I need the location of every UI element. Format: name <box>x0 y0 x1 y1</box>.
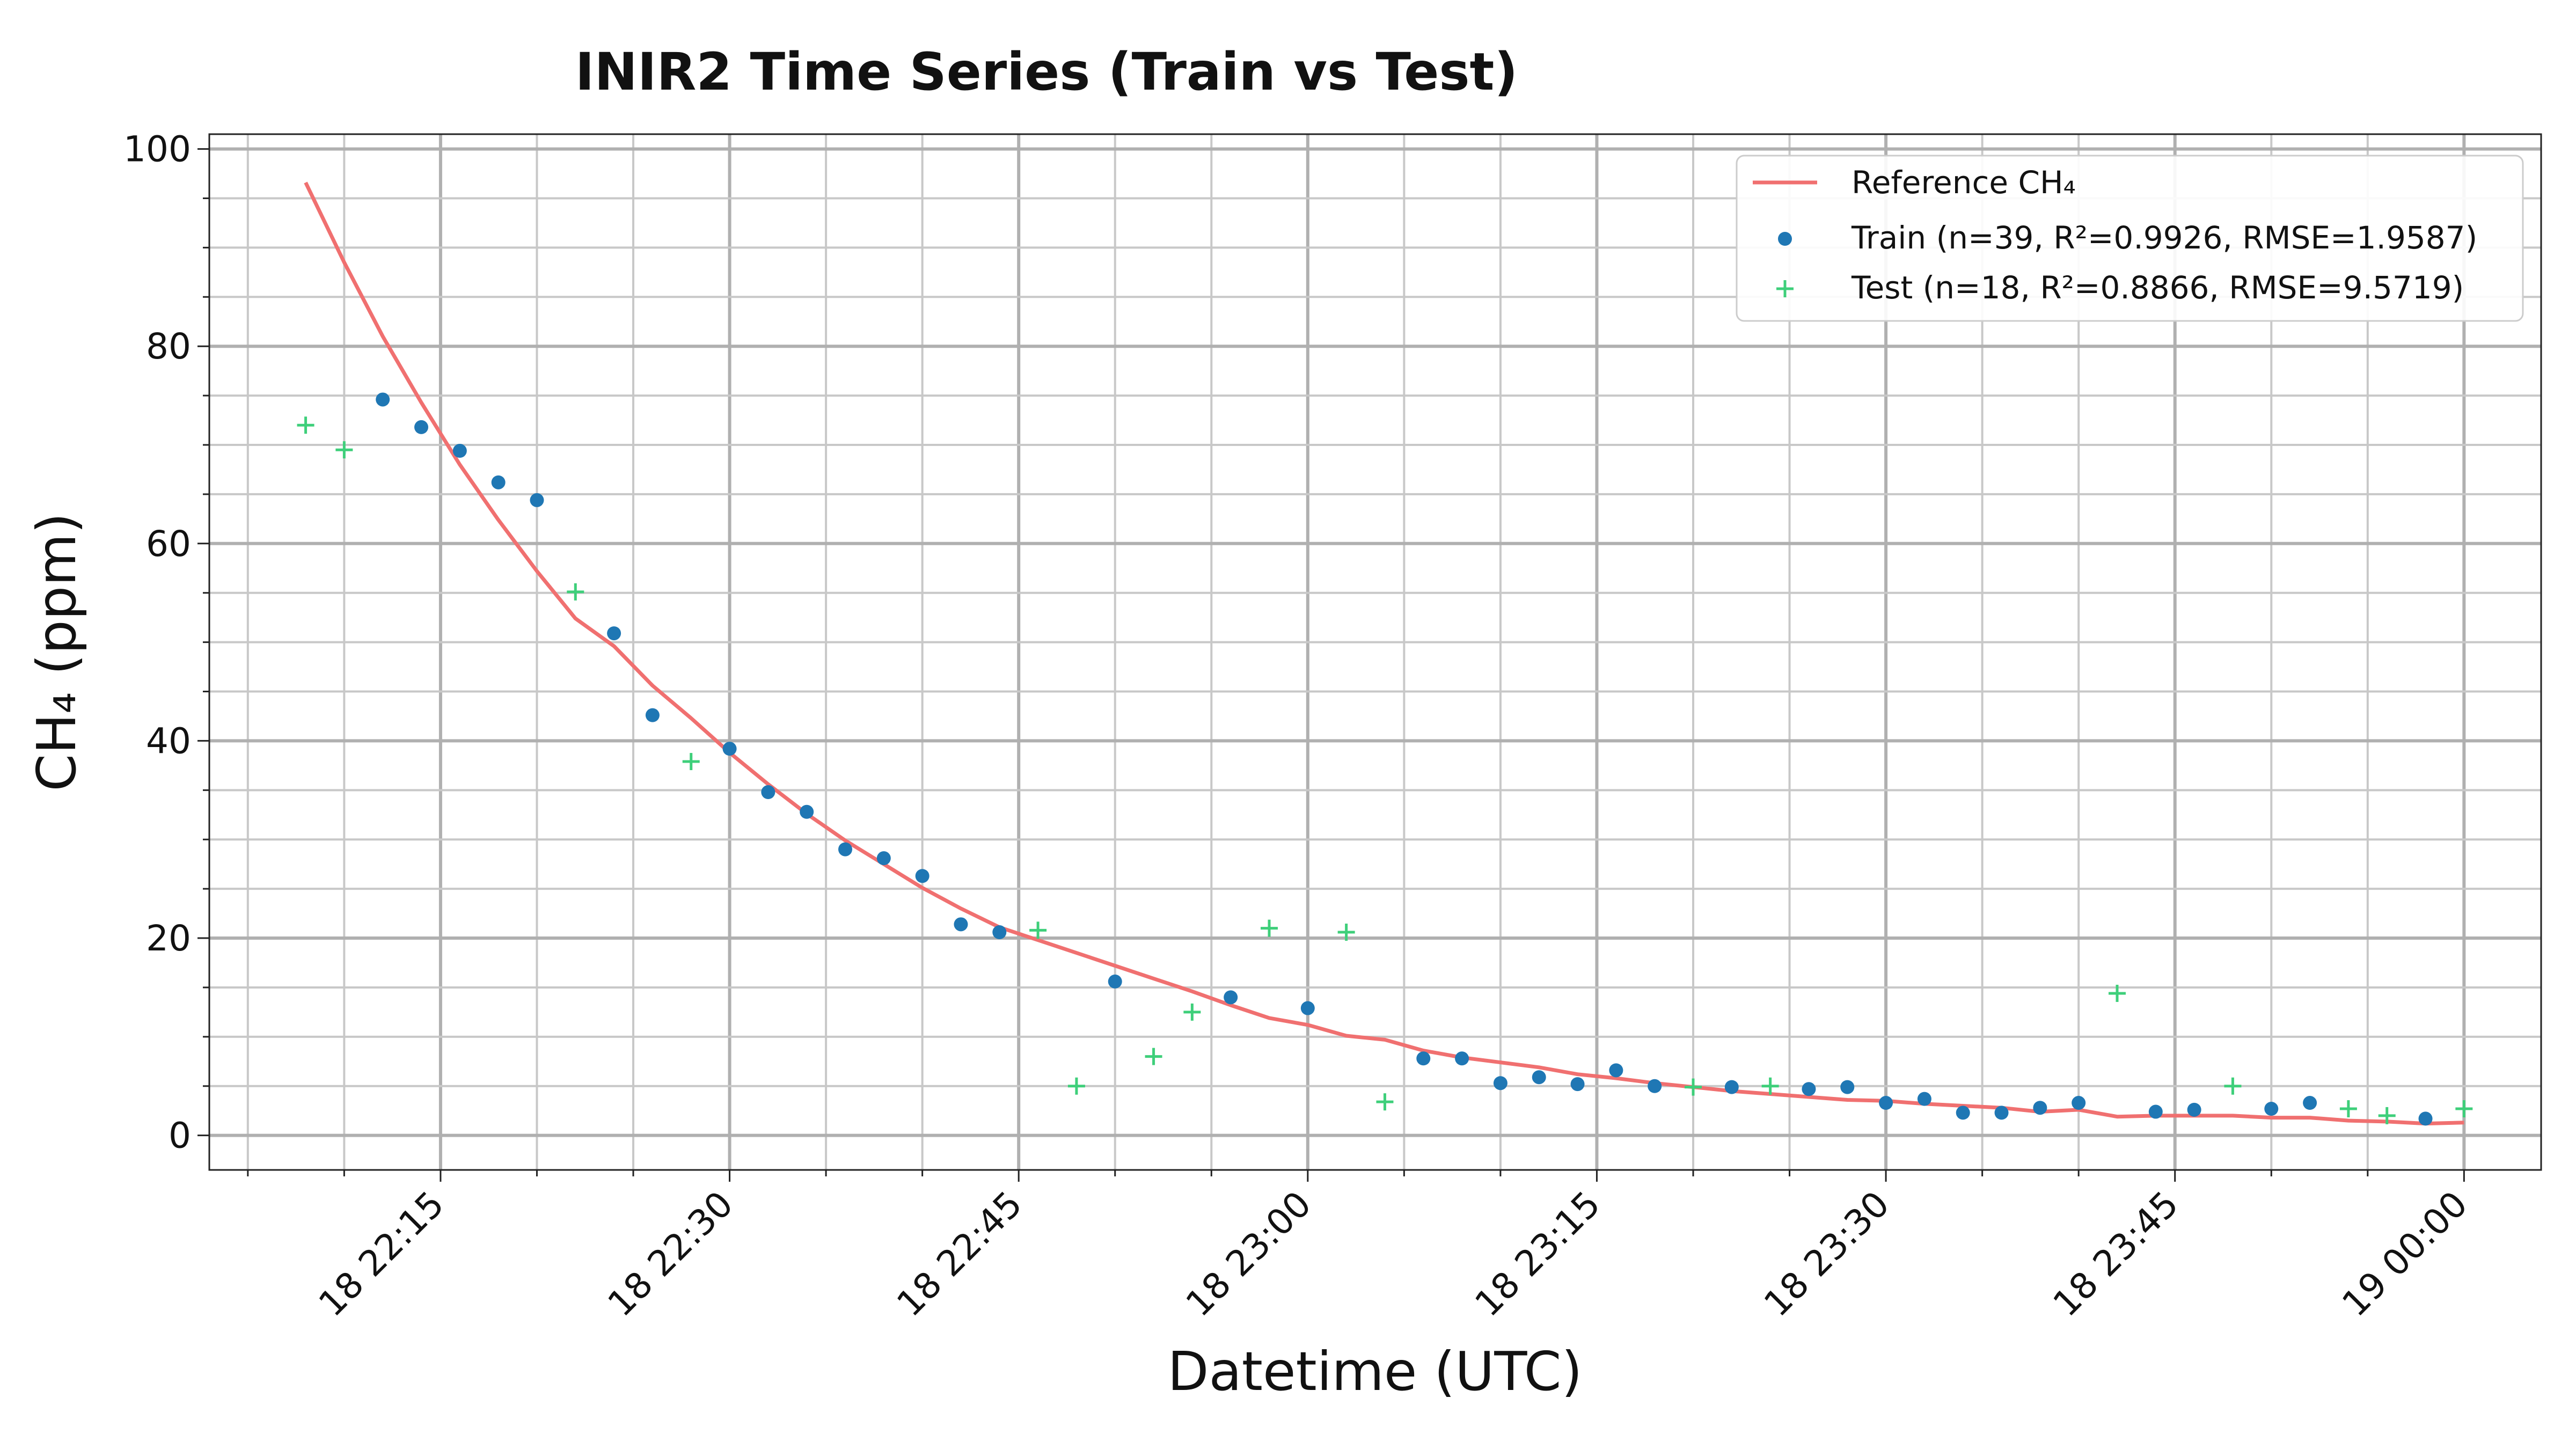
point-train <box>1802 1082 1816 1096</box>
point-train <box>2033 1101 2047 1115</box>
point-train <box>1570 1077 1585 1092</box>
legend-box <box>1736 155 2524 322</box>
legend-label-train: Train (n=39, R²=0.9926, RMSE=1.9587) <box>1851 219 2477 256</box>
series-layer <box>297 181 2473 1126</box>
point-test <box>1183 1003 1201 1021</box>
point-test <box>567 583 584 601</box>
point-test <box>297 416 314 434</box>
x-axis-label: Datetime (UTC) <box>1168 1340 1583 1403</box>
y-tick-label: 80 <box>146 326 191 367</box>
point-train <box>992 925 1007 940</box>
point-train <box>1108 974 1122 989</box>
legend: Reference CH₄ Train (n=39, R²=0.9926, RM… <box>1736 155 2524 322</box>
y-tick-label: 20 <box>146 918 191 959</box>
point-train <box>414 420 428 434</box>
point-train <box>1917 1092 1931 1106</box>
legend-swatch-test <box>1776 280 1794 297</box>
point-train <box>1455 1051 1469 1066</box>
point-train <box>722 742 737 756</box>
point-test <box>2339 1100 2357 1118</box>
point-test <box>335 441 353 459</box>
point-test <box>682 753 700 771</box>
point-train <box>1493 1076 1507 1091</box>
point-train <box>915 869 930 883</box>
point-train <box>2072 1096 2086 1110</box>
grid <box>209 134 2541 1170</box>
plot-frame <box>208 133 2542 1171</box>
point-train <box>1956 1106 1970 1120</box>
y-tick-label: 60 <box>146 523 191 565</box>
point-train <box>954 917 968 932</box>
point-train <box>1416 1051 1431 1066</box>
point-train <box>2148 1104 2163 1119</box>
point-test <box>1261 919 1278 937</box>
point-train <box>1532 1070 1546 1085</box>
point-train <box>1724 1080 1739 1094</box>
point-train <box>530 493 544 507</box>
point-test <box>1029 921 1047 939</box>
chart-title: INIR2 Time Series (Train vs Test) <box>575 42 1518 102</box>
point-test <box>1685 1078 1702 1096</box>
point-train <box>645 708 660 722</box>
point-test <box>1761 1077 1779 1095</box>
point-train <box>838 842 852 857</box>
point-train <box>1840 1080 1855 1094</box>
point-train <box>1224 990 1238 1005</box>
legend-label-test: Test (n=18, R²=0.8866, RMSE=9.5719) <box>1851 269 2464 306</box>
point-train <box>2187 1102 2201 1117</box>
y-tick-label: 100 <box>123 129 191 170</box>
point-train <box>1648 1079 1662 1093</box>
y-tick-label: 0 <box>169 1115 191 1157</box>
point-train <box>2303 1096 2317 1110</box>
point-test <box>1145 1048 1162 1065</box>
point-test <box>1337 924 1355 941</box>
point-train <box>876 851 891 866</box>
point-test <box>2224 1077 2242 1095</box>
point-train <box>376 392 390 407</box>
point-train <box>800 804 814 819</box>
point-test <box>2455 1100 2473 1118</box>
legend-label-reference: Reference CH₄ <box>1851 164 2076 201</box>
point-train <box>607 626 621 641</box>
legend-swatch-train <box>1778 232 1792 246</box>
point-train <box>491 475 506 489</box>
y-axis: 0 20 40 60 80 100 <box>123 129 209 1157</box>
series-line-reference <box>304 181 2464 1126</box>
point-train <box>452 444 467 458</box>
point-train <box>1994 1106 2009 1120</box>
y-axis-label: CH₄ (ppm) <box>25 513 88 791</box>
point-train <box>1609 1063 1623 1078</box>
point-test <box>2109 984 2126 1002</box>
point-test <box>1067 1077 1085 1095</box>
y-tick-label: 40 <box>146 720 191 762</box>
point-train <box>1879 1096 1893 1110</box>
point-train <box>1300 1001 1315 1015</box>
point-train <box>2418 1111 2433 1126</box>
point-test <box>2378 1107 2396 1124</box>
point-train <box>2264 1102 2279 1116</box>
point-test <box>1376 1093 1394 1111</box>
point-train <box>761 785 775 800</box>
